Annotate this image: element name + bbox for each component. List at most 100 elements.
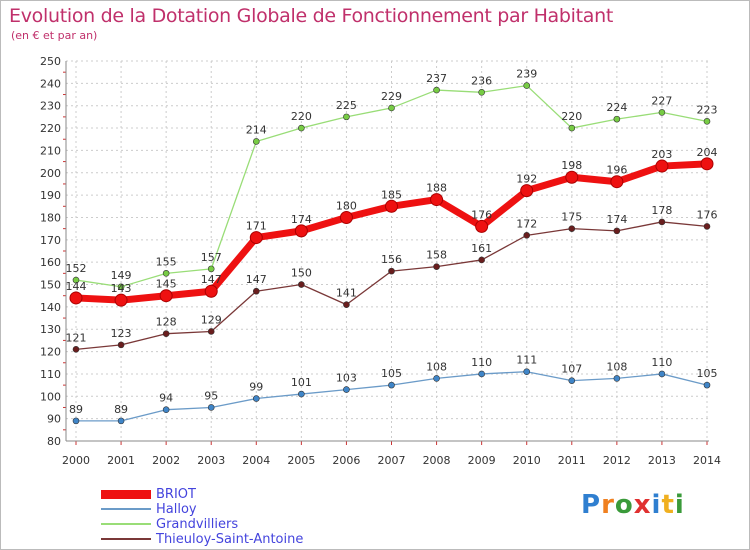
x-tick-label: 2001 [107, 454, 135, 467]
series-layer [69, 82, 714, 425]
data-point [298, 281, 305, 288]
x-tick-label: 2003 [197, 454, 225, 467]
data-point [159, 289, 173, 303]
data-point [339, 210, 353, 224]
data-label: 229 [381, 90, 402, 103]
data-point [568, 377, 576, 384]
data-label: 214 [246, 123, 267, 136]
y-tick-label: 180 [40, 211, 61, 224]
y-tick-label: 130 [40, 323, 61, 336]
data-label: 155 [156, 255, 177, 268]
data-point [298, 390, 305, 398]
legend-label: Grandvilliers [156, 517, 239, 532]
logo-letter: t [661, 490, 675, 520]
data-label: 161 [471, 242, 492, 255]
x-tick-label: 2010 [513, 454, 541, 467]
data-label: 223 [697, 103, 718, 116]
data-point [478, 370, 485, 378]
data-label: 110 [651, 356, 672, 369]
data-point [658, 370, 666, 378]
data-point [252, 287, 260, 295]
y-tick-label: 230 [40, 100, 61, 113]
data-label: 143 [111, 282, 132, 295]
data-point [252, 138, 260, 145]
y-tick-label: 110 [40, 368, 61, 381]
data-point [658, 109, 666, 116]
data-label: 89 [69, 403, 83, 416]
data-label: 149 [111, 269, 132, 282]
data-label: 176 [471, 208, 492, 221]
data-label: 178 [651, 204, 672, 217]
label-layer: 144 143 145 147 171 174 180 185 188 176 192 198 196 2… [66, 68, 718, 416]
data-label: 141 [336, 287, 357, 300]
data-point [610, 175, 624, 189]
data-point [568, 225, 576, 232]
data-point [162, 330, 170, 338]
y-tick-label: 150 [40, 279, 61, 292]
y-tick-label: 140 [40, 301, 61, 314]
data-label: 227 [651, 94, 672, 107]
data-point [388, 381, 395, 389]
data-label: 105 [381, 367, 402, 380]
data-point [343, 301, 350, 308]
legend-label: BRIOT [156, 487, 196, 502]
data-point [703, 118, 711, 125]
data-label: 94 [159, 392, 173, 405]
data-point [343, 113, 350, 121]
data-label: 225 [336, 99, 357, 112]
data-point [523, 368, 531, 376]
data-point [565, 170, 579, 184]
data-point [523, 82, 531, 89]
data-label: 121 [66, 331, 87, 344]
x-tick-label: 2004 [242, 454, 270, 467]
data-point [162, 406, 170, 414]
data-point [388, 104, 395, 112]
data-point [613, 115, 621, 123]
y-tick-label: 250 [40, 55, 61, 68]
y-tick-label: 220 [40, 122, 61, 135]
logo-letter: P [581, 490, 602, 520]
x-tick-label: 2011 [558, 454, 586, 467]
data-point [613, 227, 621, 235]
y-tick-label: 240 [40, 77, 61, 90]
data-point [385, 199, 398, 213]
data-label: 158 [426, 249, 447, 262]
data-point [72, 417, 80, 425]
data-point [478, 256, 485, 264]
data-point [207, 328, 215, 335]
data-label: 128 [156, 316, 177, 329]
data-label: 220 [561, 110, 582, 123]
data-point [655, 159, 669, 173]
data-label: 198 [561, 159, 582, 172]
legend-swatch [101, 490, 151, 499]
plot-background [66, 61, 709, 441]
chart-subtitle: (en € et par an) [11, 29, 98, 42]
data-label: 239 [516, 68, 537, 81]
data-label: 144 [66, 280, 87, 293]
y-tick-label: 100 [40, 390, 61, 403]
data-point [204, 284, 218, 298]
data-point [72, 276, 80, 284]
y-tick-label: 200 [40, 167, 61, 180]
data-label: 123 [111, 327, 132, 340]
data-point [475, 219, 489, 233]
data-label: 108 [426, 360, 447, 373]
data-label: 176 [697, 208, 718, 221]
x-tick-label: 2007 [378, 454, 406, 467]
data-point [568, 124, 576, 132]
x-tick-label: 2008 [423, 454, 451, 467]
data-point [117, 283, 125, 291]
data-label: 237 [426, 72, 447, 85]
legend-label: Halloy [156, 502, 197, 517]
logo-letter: i [674, 490, 685, 520]
data-label: 157 [201, 251, 222, 264]
data-point [433, 86, 440, 94]
data-label: 236 [471, 74, 492, 87]
y-tick-label: 80 [47, 435, 61, 448]
data-point [207, 404, 215, 411]
y-tick-label: 210 [40, 144, 61, 157]
y-tick-label: 190 [40, 189, 61, 202]
x-tick-label: 2000 [62, 454, 90, 467]
data-label: 147 [246, 273, 267, 286]
